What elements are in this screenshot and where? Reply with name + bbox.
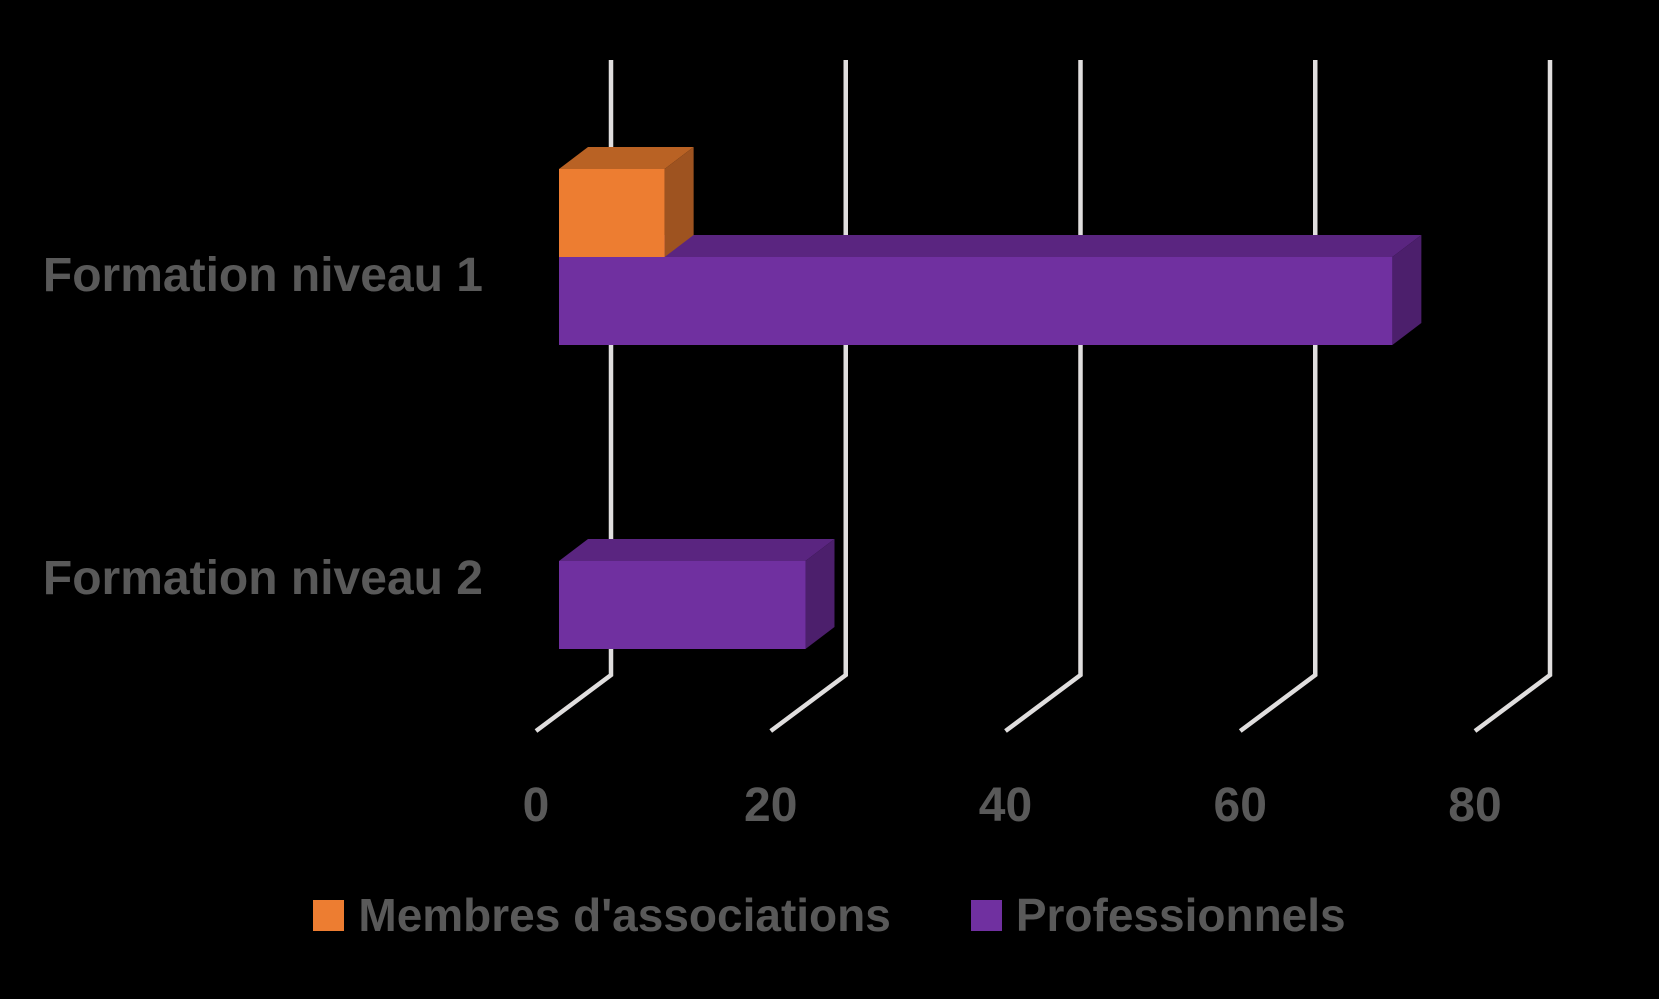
x-tick-label-20: 20 xyxy=(744,779,798,832)
x-tick-label-60: 60 xyxy=(1213,779,1267,832)
bar-membres-d-associations-cat1-front-face xyxy=(559,169,665,257)
x-tick-label-80: 80 xyxy=(1448,779,1502,832)
legend-swatch-professionnels xyxy=(970,899,1002,931)
legend: Membres d'associations Professionnels xyxy=(0,888,1659,942)
bar-professionnels-cat1-top-face xyxy=(559,235,1422,257)
gridline-80 xyxy=(1473,60,1553,733)
bar-membres-d-associations-cat1-side-face xyxy=(664,147,694,257)
bar-membres-d-associations-cat1-top-face xyxy=(559,147,694,169)
legend-item-membres-dassociations: Membres d'associations xyxy=(313,888,891,942)
legend-swatch-membres-dassociations xyxy=(313,899,345,931)
x-tick-label-40: 40 xyxy=(978,779,1033,832)
bar-professionnels-cat2-front-face xyxy=(559,561,806,649)
gridline-60 xyxy=(1238,60,1318,733)
category-label-formation-niveau-1: Formation niveau 1 xyxy=(42,249,483,302)
bar-professionnels-cat1-front-face xyxy=(559,257,1393,345)
bar-professionnels-cat2-side-face xyxy=(805,539,835,649)
legend-label-membres-dassociations: Membres d'associations xyxy=(358,889,891,941)
gridline-40 xyxy=(1004,60,1083,733)
category-label-formation-niveau-2: Formation niveau 2 xyxy=(42,552,483,605)
bar-professionnels-cat1-side-face xyxy=(1392,235,1422,345)
x-tick-label-0: 0 xyxy=(522,779,550,832)
legend-item-professionnels: Professionnels xyxy=(970,888,1346,942)
bar-professionnels-cat2-top-face xyxy=(559,539,835,561)
legend-label-professionnels: Professionnels xyxy=(1015,889,1346,941)
